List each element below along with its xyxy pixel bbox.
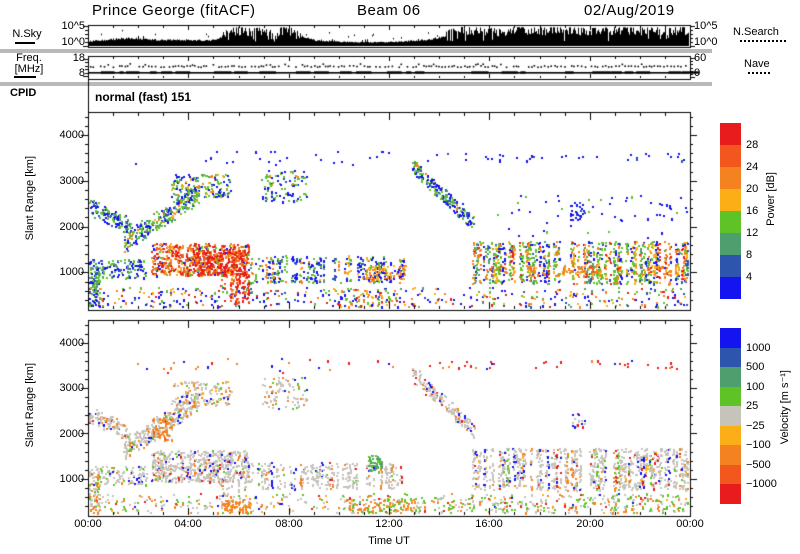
nave-label: Nave	[744, 58, 770, 70]
power-cbar-title: Power [dB]	[765, 172, 777, 226]
nave-ytick-top: 60	[694, 52, 707, 64]
page-title: Prince George (fitACF)	[92, 2, 256, 19]
sky-ytick-top-left: 10^5	[61, 20, 85, 32]
sky-noise-panel	[88, 25, 690, 47]
frequency-panel	[88, 56, 690, 79]
x-tick-label: 16:00	[475, 518, 503, 530]
velocity-colorbar-segment	[720, 484, 741, 504]
velocity-cbar-tick: 1000	[746, 342, 771, 354]
power-colorbar-segment	[720, 255, 741, 277]
power-cbar-tick: 8	[746, 249, 753, 261]
sky-axis-label: N.Sky	[12, 28, 42, 40]
power-panel	[88, 112, 690, 310]
power-colorbar-segment	[720, 233, 741, 255]
power-colorbar-segment	[720, 277, 741, 299]
velocity-colorbar-segment	[720, 328, 741, 348]
range-tick-label: 2000	[59, 428, 84, 440]
power-colorbar-segment	[720, 145, 741, 167]
velocity-colorbar-segment	[720, 347, 741, 368]
power-colorbar-segment	[720, 189, 741, 211]
velocity-cbar-tick: −100	[746, 439, 771, 451]
velocity-colorbar-segment	[720, 425, 741, 446]
range-tick-label: 4000	[59, 129, 84, 141]
cpid-label: CPID	[10, 87, 37, 99]
solid-line-legend	[14, 76, 36, 78]
range-tick-label: 3000	[59, 175, 84, 187]
x-axis-title: Time UT	[368, 535, 410, 547]
x-tick-label: 00:00	[676, 518, 704, 530]
power-colorbar-segment	[720, 211, 741, 233]
velocity-cbar-title: Velocity [m s⁻¹]	[779, 370, 791, 445]
power-cbar-tick: 4	[746, 271, 753, 283]
velocity-panel	[88, 320, 690, 516]
freq-axis-label-units: [MHz]	[14, 63, 44, 75]
beam-label: Beam 06	[357, 2, 421, 19]
search-noise-label: N.Search	[733, 26, 779, 38]
power-cbar-tick: 28	[746, 139, 759, 151]
power-colorbar	[720, 123, 741, 299]
sky-ytick-bottom-right: 10^0	[694, 36, 718, 48]
freq-axis-label-top: Freq.	[16, 52, 42, 64]
velocity-cbar-tick: 100	[746, 381, 765, 393]
solid-line-legend	[15, 42, 35, 44]
cpid-value: normal (fast) 151	[95, 90, 192, 104]
velocity-cbar-tick: −25	[746, 420, 765, 432]
power-cbar-tick: 20	[746, 183, 759, 195]
x-tick-label: 08:00	[275, 518, 303, 530]
velocity-cbar-tick: 25	[746, 400, 759, 412]
velocity-colorbar-segment	[720, 464, 741, 485]
range-tick-label: 3000	[59, 382, 84, 394]
range-tick-label: 2000	[59, 221, 84, 233]
power-cbar-tick: 24	[746, 161, 759, 173]
x-tick-label: 20:00	[576, 518, 604, 530]
power-cbar-tick: 12	[746, 227, 759, 239]
power-range-axis-label: Slant Range [km]	[24, 156, 36, 241]
velocity-cbar-tick: 500	[746, 361, 765, 373]
velocity-cbar-tick: −1000	[746, 478, 777, 490]
x-tick-label: 12:00	[375, 518, 403, 530]
dotted-line-legend	[740, 40, 786, 42]
power-colorbar-segment	[720, 167, 741, 189]
sky-ytick-top-right: 10^5	[694, 20, 718, 32]
date-label: 02/Aug/2019	[584, 2, 675, 19]
range-tick-label: 1000	[59, 473, 84, 485]
power-colorbar-segment	[720, 123, 741, 145]
velocity-colorbar-segment	[720, 367, 741, 387]
nave-ytick-bottom: 0	[694, 67, 701, 79]
velocity-colorbar-segment	[720, 406, 741, 426]
velocity-colorbar-segment	[720, 386, 741, 407]
velocity-cbar-tick: −500	[746, 459, 771, 471]
range-tick-label: 4000	[59, 337, 84, 349]
x-tick-label: 00:00	[74, 518, 102, 530]
dotted-line-legend	[748, 72, 770, 74]
power-cbar-tick: 16	[746, 205, 759, 217]
x-tick-label: 04:00	[174, 518, 202, 530]
freq-ytick-top: 18	[72, 52, 85, 64]
velocity-colorbar-segment	[720, 445, 741, 465]
velocity-range-axis-label: Slant Range [km]	[24, 363, 36, 448]
range-tick-label: 1000	[59, 266, 84, 278]
velocity-colorbar	[720, 328, 741, 504]
sky-ytick-bottom-left: 10^0	[61, 36, 85, 48]
freq-ytick-bottom: 8	[78, 67, 85, 79]
